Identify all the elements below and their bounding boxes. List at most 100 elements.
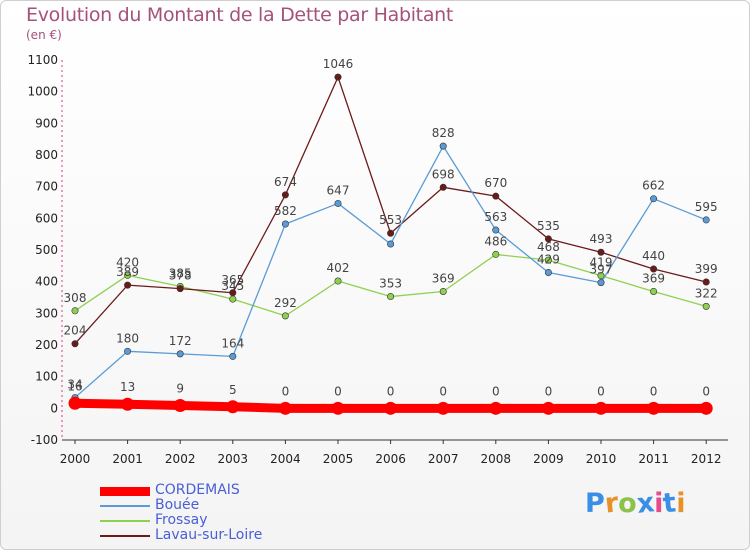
data-point: [702, 302, 710, 310]
data-label: 0: [387, 384, 395, 398]
data-point: [439, 287, 447, 295]
data-point: [650, 265, 658, 273]
data-point: [71, 307, 79, 315]
legend-swatch: [100, 505, 150, 507]
data-point: [594, 401, 608, 415]
data-point: [489, 401, 503, 415]
x-tick-label: 2011: [638, 452, 669, 466]
data-point: [334, 277, 342, 285]
data-label: 670: [484, 176, 507, 190]
data-point: [229, 352, 237, 360]
data-point: [226, 400, 240, 414]
data-label: 204: [64, 324, 87, 338]
data-label: 493: [590, 232, 613, 246]
data-label: 16: [67, 379, 82, 393]
data-point: [71, 340, 79, 348]
data-label: 399: [695, 262, 718, 276]
data-label: 0: [492, 384, 500, 398]
x-tick-label: 2009: [533, 452, 564, 466]
data-point: [492, 192, 500, 200]
data-label: 5: [229, 383, 237, 397]
data-label: 378: [169, 269, 192, 283]
data-label: 365: [221, 273, 244, 287]
data-point: [278, 401, 292, 415]
data-point: [281, 191, 289, 199]
y-tick-label: -100: [31, 433, 58, 447]
data-point: [439, 142, 447, 150]
data-point: [702, 278, 710, 286]
x-tick-label: 2005: [323, 452, 354, 466]
data-point: [384, 401, 398, 415]
legend-label: CORDEMAIS: [155, 482, 240, 498]
data-label: 345: [221, 279, 244, 293]
y-tick-label: 1000: [27, 85, 58, 99]
data-label: 0: [334, 384, 342, 398]
data-point: [68, 396, 82, 410]
data-point: [436, 401, 450, 415]
data-point: [597, 279, 605, 287]
data-label: 0: [282, 384, 290, 398]
proxiti-logo: Proxiti: [585, 487, 686, 520]
y-tick-label: 700: [35, 180, 58, 194]
data-label: 322: [695, 286, 718, 300]
data-point: [229, 289, 237, 297]
data-label: 402: [327, 261, 350, 275]
legend-label: Frossay: [155, 512, 208, 528]
data-label: 292: [274, 296, 297, 310]
x-tick-label: 2002: [165, 452, 196, 466]
data-label: 397: [590, 263, 613, 277]
data-point: [544, 268, 552, 276]
data-point: [121, 397, 135, 411]
data-point: [650, 195, 658, 203]
data-label: 468: [537, 240, 560, 254]
data-label: 595: [695, 200, 718, 214]
data-point: [597, 248, 605, 256]
data-point: [650, 287, 658, 295]
legend-swatch: [100, 520, 150, 522]
data-point: [387, 240, 395, 248]
data-point: [647, 401, 661, 415]
data-label: 674: [274, 175, 297, 189]
data-label: 1046: [323, 57, 354, 71]
data-point: [492, 250, 500, 258]
data-point: [544, 235, 552, 243]
x-tick-label: 2004: [270, 452, 301, 466]
y-tick-label: 500: [35, 243, 58, 257]
data-point: [176, 285, 184, 293]
y-tick-label: 300: [35, 306, 58, 320]
series-line-lavau-sur-loire: [74, 76, 707, 345]
data-label: 180: [116, 331, 139, 345]
data-point: [331, 401, 345, 415]
data-label: 419: [590, 256, 613, 270]
x-tick-label: 2000: [60, 452, 91, 466]
data-label: 308: [64, 291, 87, 305]
x-tick-label: 2007: [428, 452, 459, 466]
data-label: 0: [597, 384, 605, 398]
x-tick-label: 2006: [375, 452, 406, 466]
x-tick-label: 2001: [112, 452, 143, 466]
data-point: [124, 347, 132, 355]
data-label: 385: [169, 266, 192, 280]
data-label: 828: [432, 126, 455, 140]
data-point: [334, 73, 342, 81]
data-point: [229, 295, 237, 303]
data-label: 0: [545, 384, 553, 398]
data-label: 353: [379, 277, 402, 291]
data-label: 13: [120, 380, 135, 394]
x-tick-label: 2008: [481, 452, 512, 466]
data-label: 535: [537, 219, 560, 233]
y-tick-label: 600: [35, 211, 58, 225]
data-point: [597, 272, 605, 280]
data-label: 429: [537, 252, 560, 266]
data-point: [544, 256, 552, 264]
y-tick-label: 400: [35, 275, 58, 289]
data-label: 440: [642, 249, 665, 263]
data-point: [281, 220, 289, 228]
data-label: 369: [432, 271, 455, 285]
data-label: 420: [116, 255, 139, 269]
data-point: [699, 401, 713, 415]
y-tick-label: 900: [35, 116, 58, 130]
data-point: [492, 226, 500, 234]
data-point: [281, 312, 289, 320]
